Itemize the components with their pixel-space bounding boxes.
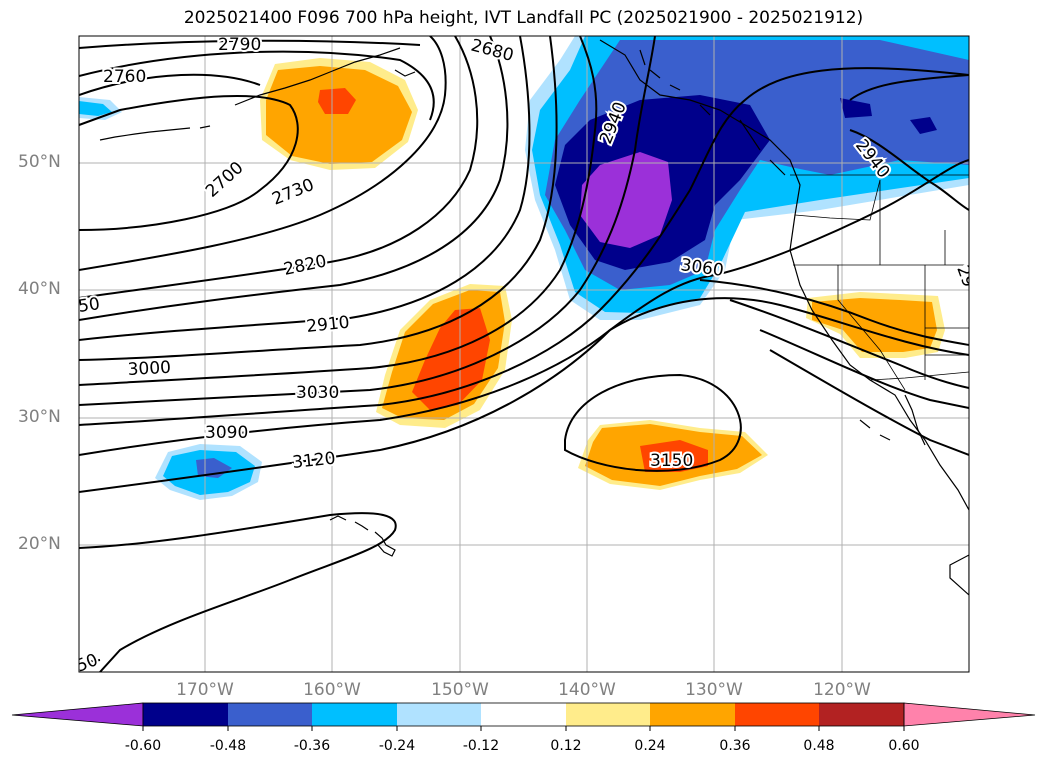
colorbar-seg: [397, 703, 481, 726]
contour-label: 2760: [103, 67, 146, 87]
colorbar-tick-label: 0.24: [634, 738, 666, 754]
lat-label-50n: 50°N: [18, 152, 61, 172]
colorbar-seg: [735, 703, 819, 726]
colorbar-tick-label: 0.48: [803, 738, 835, 754]
colorbar-seg: [143, 703, 228, 726]
colorbar-tick-label: -0.12: [462, 738, 500, 754]
lon-label-120w: 120°W: [813, 680, 871, 700]
anomaly-purple-ne: [580, 152, 672, 248]
colorbar-tick-label: -0.60: [124, 738, 162, 754]
coastlines: [99, 39, 969, 596]
colorbar-seg: [312, 703, 397, 726]
colorbar-tick-label: -0.24: [378, 738, 416, 754]
colorbar-tick-label: 0.36: [719, 738, 751, 754]
contour-label: 2790: [218, 35, 261, 55]
lon-label-130w: 130°W: [685, 680, 743, 700]
lon-label-150w: 150°W: [431, 680, 489, 700]
map-title: 2025021400 F096 700 hPa height, IVT Land…: [183, 8, 864, 28]
negative-anomaly-northeast: [525, 36, 969, 320]
positive-anomaly-150w: [376, 284, 512, 428]
colorbar-tick-label: -0.48: [209, 738, 247, 754]
colorbar-extend-min: [11, 702, 144, 727]
colorbar-extend-max: [903, 702, 1036, 727]
anomaly-navy-spot-2: [910, 117, 937, 134]
graticule: [79, 36, 969, 672]
contour-labels: 2790 2760 2680 2700 2730 2820 2910 3000 …: [77, 35, 969, 672]
contour-label: 3000: [127, 358, 171, 380]
height-contours: [79, 36, 969, 672]
lon-label-160w: 160°W: [303, 680, 361, 700]
colorbar-seg: [650, 703, 735, 726]
lon-label-140w: 140°W: [558, 680, 616, 700]
colorbar-tick-label: -0.36: [293, 738, 331, 754]
positive-anomaly-135w: [578, 420, 768, 490]
anomaly-navy-spot-1: [840, 98, 872, 118]
colorbar-seg: [481, 703, 566, 726]
lat-label-20n: 20°N: [18, 534, 61, 554]
lat-label-40n: 40°N: [18, 279, 61, 299]
positive-anomaly-alaska: [260, 58, 418, 170]
colorbar: [11, 702, 1036, 731]
map-frame: [78, 35, 970, 673]
colorbar-tick-label: 0.60: [888, 738, 920, 754]
lat-label-30n: 30°N: [18, 407, 61, 427]
lon-label-170w: 170°W: [176, 680, 234, 700]
colorbar-seg: [228, 703, 312, 726]
contour-label: 3030: [296, 383, 339, 403]
colorbar-seg: [819, 703, 904, 726]
contour-label: 3090: [205, 423, 248, 443]
contour-label: 50: [77, 294, 101, 317]
contour-label: 3150: [650, 451, 693, 471]
colorbar-tick-label: 0.12: [550, 738, 582, 754]
colorbar-seg: [566, 703, 650, 726]
map-plot-area: 2790 2760 2680 2700 2730 2820 2910 3000 …: [77, 35, 969, 672]
